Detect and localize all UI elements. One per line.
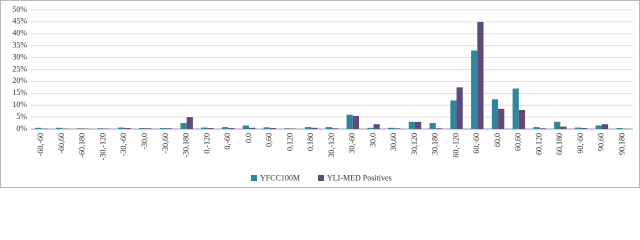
bar bbox=[242, 125, 249, 129]
bar bbox=[616, 128, 623, 129]
legend-label: YFCC100M bbox=[260, 173, 300, 182]
bar bbox=[248, 127, 256, 129]
x-tick-label: 30,-60 bbox=[348, 133, 357, 154]
bar bbox=[388, 127, 395, 129]
x-tick-label: -30,60 bbox=[161, 133, 170, 154]
bar bbox=[35, 127, 42, 129]
x-tick-label: 90,180 bbox=[617, 133, 626, 155]
bar bbox=[477, 21, 484, 129]
y-tick-label: 25% bbox=[12, 64, 27, 73]
bar bbox=[574, 127, 582, 129]
bar bbox=[415, 121, 422, 129]
x-tick-label: 30,60 bbox=[389, 133, 398, 151]
bar bbox=[311, 127, 318, 129]
legend-swatch bbox=[251, 175, 257, 181]
x-tick-label: 60,180 bbox=[555, 133, 564, 155]
y-tick-label: 40% bbox=[12, 29, 27, 38]
bar bbox=[435, 128, 443, 129]
y-tick-label: 10% bbox=[12, 100, 27, 109]
bar bbox=[180, 123, 187, 129]
x-tick-label: 0,0 bbox=[244, 133, 253, 143]
bar bbox=[145, 128, 152, 129]
bar bbox=[518, 109, 526, 129]
x-tick-label: 60,0 bbox=[493, 133, 502, 147]
x-tick-label: -30,-60 bbox=[119, 133, 128, 156]
x-tick-label: -30,180 bbox=[182, 133, 191, 158]
bar bbox=[352, 115, 359, 129]
bar bbox=[373, 124, 380, 129]
bar bbox=[165, 128, 173, 129]
bar bbox=[221, 127, 229, 129]
x-tick-label: -30,0 bbox=[140, 133, 149, 150]
y-tick-label: 50% bbox=[12, 5, 27, 14]
bar bbox=[138, 128, 146, 129]
bar bbox=[332, 128, 339, 129]
bar bbox=[498, 108, 505, 129]
bar bbox=[118, 127, 125, 129]
x-tick-label: 60,120 bbox=[534, 133, 543, 155]
bar bbox=[471, 50, 478, 129]
bar bbox=[201, 127, 208, 129]
legend-swatch bbox=[318, 175, 325, 181]
bar bbox=[554, 121, 561, 129]
bar bbox=[207, 128, 214, 129]
x-tick-label: 60,-120 bbox=[451, 133, 460, 158]
bar bbox=[325, 127, 332, 129]
bar bbox=[601, 124, 609, 129]
y-tick-label: 5% bbox=[16, 112, 27, 121]
x-tick-label: 30,180 bbox=[431, 133, 440, 155]
bar bbox=[491, 99, 499, 129]
x-tick-label: 90,-60 bbox=[576, 133, 585, 154]
bar bbox=[55, 127, 63, 129]
x-tick-label: 0,-120 bbox=[202, 133, 211, 154]
bar bbox=[429, 123, 436, 129]
y-tick-label: 0% bbox=[16, 124, 27, 133]
bar bbox=[450, 100, 457, 129]
y-tick-label: 30% bbox=[12, 52, 27, 61]
bar bbox=[97, 128, 104, 129]
x-tick-label: 30,0 bbox=[368, 133, 377, 147]
x-tick-label: -60,180 bbox=[78, 133, 87, 158]
x-tick-label: -60,60 bbox=[57, 133, 66, 154]
bar bbox=[560, 126, 567, 129]
bar bbox=[394, 128, 401, 129]
x-tick-label: -60,-60 bbox=[36, 133, 45, 156]
y-tick-label: 15% bbox=[12, 88, 27, 97]
bar bbox=[456, 87, 463, 129]
y-tick-label: 45% bbox=[12, 17, 27, 26]
x-tick-label: -30,-120 bbox=[98, 133, 107, 160]
x-tick-label: 60,60 bbox=[514, 133, 523, 151]
bar bbox=[124, 128, 131, 129]
x-tick-label: 90,60 bbox=[597, 133, 606, 151]
x-tick-label: 60,-60 bbox=[472, 133, 481, 154]
x-tick-label: 30,-120 bbox=[327, 133, 336, 158]
bar bbox=[539, 128, 546, 129]
bar bbox=[512, 88, 519, 129]
bar bbox=[76, 128, 83, 129]
y-tick-label: 35% bbox=[12, 41, 27, 50]
bar bbox=[408, 121, 416, 129]
bar bbox=[581, 128, 588, 129]
x-tick-label: 0,120 bbox=[285, 133, 294, 151]
bar bbox=[346, 114, 353, 129]
bar bbox=[159, 128, 166, 129]
bar bbox=[284, 128, 291, 129]
bar bbox=[186, 117, 193, 129]
x-tick-label: 0,-60 bbox=[223, 133, 232, 150]
bar bbox=[595, 125, 602, 129]
bar bbox=[533, 127, 540, 129]
bar bbox=[263, 127, 270, 129]
bar bbox=[228, 128, 235, 129]
y-tick-label: 20% bbox=[12, 76, 27, 85]
x-tick-label: 0,60 bbox=[265, 133, 274, 147]
bar bbox=[367, 127, 374, 129]
bar bbox=[305, 127, 312, 129]
x-tick-label: 30,120 bbox=[410, 133, 419, 155]
legend-label: YLI-MED Positives bbox=[327, 173, 392, 182]
chart: 0% 5% 10% 15% 20% 25% 30% 35% 40% 45% 50% -60,-60 -6… bbox=[0, 0, 640, 188]
bar bbox=[269, 128, 276, 129]
x-tick-label: 0,180 bbox=[306, 133, 315, 151]
